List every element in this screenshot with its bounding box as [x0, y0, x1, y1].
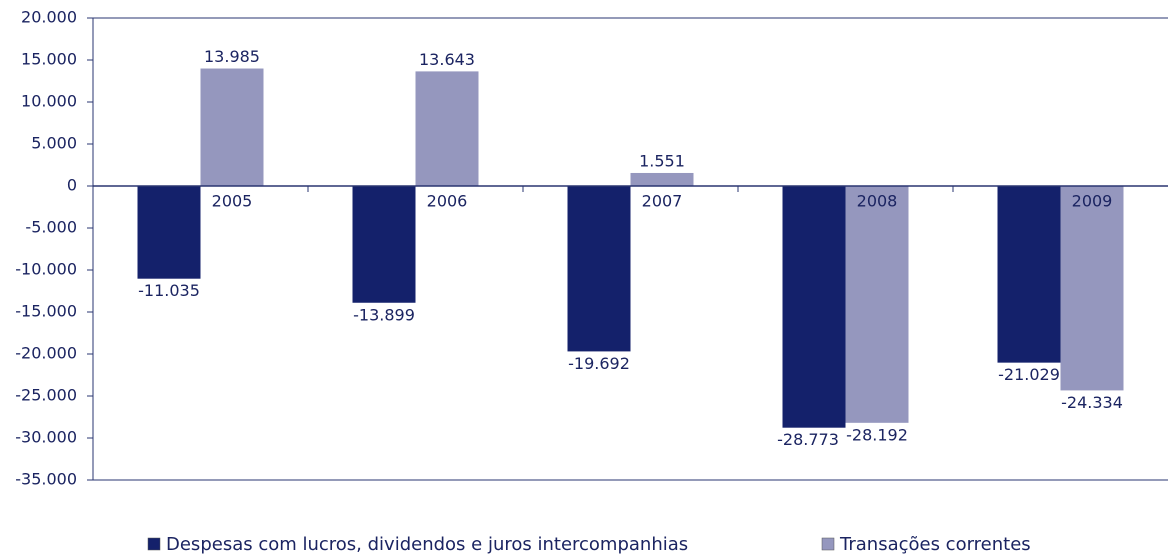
value-label: -21.029 [998, 365, 1060, 384]
bar [630, 172, 694, 186]
y-tick-label: 15.000 [21, 50, 77, 69]
value-label: -28.773 [777, 430, 839, 449]
y-tick-label: 0 [67, 176, 77, 195]
legend-label: Transações correntes [839, 534, 1031, 555]
y-tick-label: 10.000 [21, 92, 77, 111]
bar [997, 186, 1061, 363]
bar [845, 186, 909, 423]
y-tick-label: -25.000 [15, 386, 77, 405]
legend-swatch [147, 537, 161, 551]
y-tick-label: -5.000 [25, 218, 77, 237]
x-tick-label: 2009 [1072, 192, 1113, 211]
value-label: 1.551 [639, 151, 685, 170]
value-label: -19.692 [568, 354, 630, 373]
bar [352, 186, 416, 303]
value-label: 13.643 [419, 50, 475, 69]
bar [782, 186, 846, 428]
bar [137, 186, 201, 279]
legend-swatch [821, 537, 835, 551]
y-tick-label: -35.000 [15, 470, 77, 489]
y-tick-label: -30.000 [15, 428, 77, 447]
bar [567, 186, 631, 352]
y-tick-label: -20.000 [15, 344, 77, 363]
y-tick-label: -15.000 [15, 302, 77, 321]
value-label: 13.985 [204, 47, 260, 66]
value-label: -28.192 [846, 425, 908, 444]
y-tick-label: 20.000 [21, 8, 77, 27]
value-label: -13.899 [353, 305, 415, 324]
y-tick-label: -10.000 [15, 260, 77, 279]
bar [1060, 186, 1124, 391]
x-tick-label: 2007 [642, 192, 683, 211]
x-tick-label: 2008 [857, 192, 898, 211]
x-tick-label: 2005 [212, 192, 253, 211]
legend-label: Despesas com lucros, dividendos e juros … [166, 534, 688, 555]
x-tick-label: 2006 [427, 192, 468, 211]
bar [200, 68, 264, 186]
value-label: -24.334 [1061, 393, 1123, 412]
y-tick-label: 5.000 [31, 134, 77, 153]
value-label: -11.035 [138, 281, 200, 300]
bar [415, 71, 479, 186]
